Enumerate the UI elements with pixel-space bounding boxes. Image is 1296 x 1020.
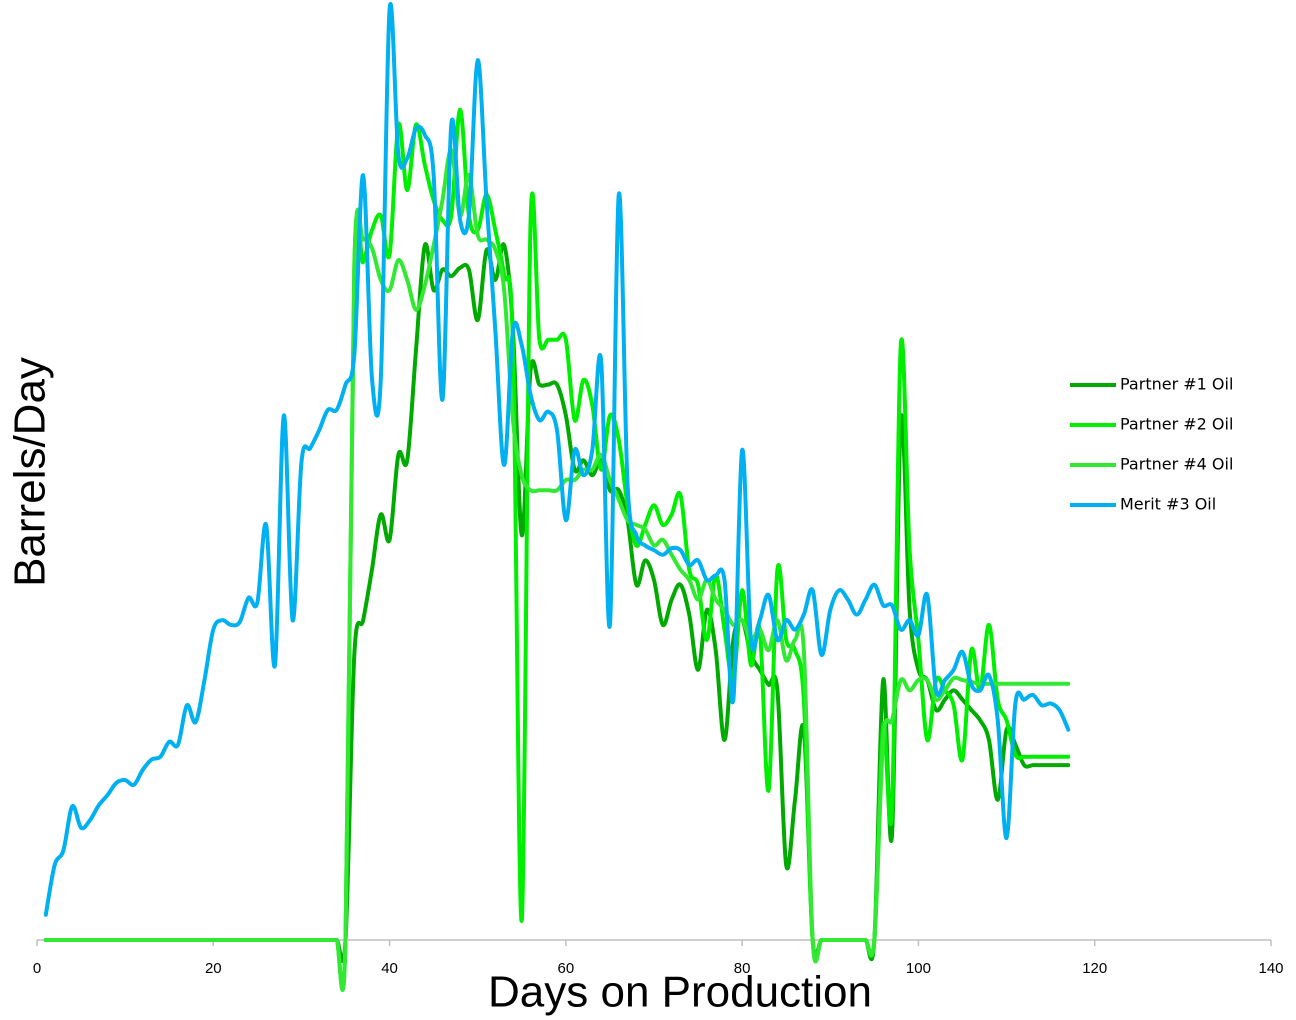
legend-label: Partner #4 Oil	[1120, 455, 1233, 474]
series-line	[43, 147, 1071, 992]
series-line	[43, 2, 1071, 917]
series-line	[43, 107, 1071, 992]
legend-label: Merit #3 Oil	[1120, 495, 1216, 514]
x-tick-label: 100	[906, 960, 931, 977]
x-tick-label: 40	[381, 960, 398, 977]
x-tick-label: 140	[1258, 960, 1283, 977]
x-tick-label: 20	[205, 960, 222, 977]
x-tick-label: 80	[734, 960, 751, 977]
x-tick-label: 60	[558, 960, 575, 977]
x-tick-label: 0	[33, 960, 41, 977]
y-axis-title: Barrels/Day	[6, 357, 55, 587]
legend-label: Partner #2 Oil	[1120, 415, 1233, 434]
legend-label: Partner #1 Oil	[1120, 375, 1233, 394]
x-tick-label: 120	[1082, 960, 1107, 977]
x-axis-title: Days on Production	[488, 968, 872, 1017]
